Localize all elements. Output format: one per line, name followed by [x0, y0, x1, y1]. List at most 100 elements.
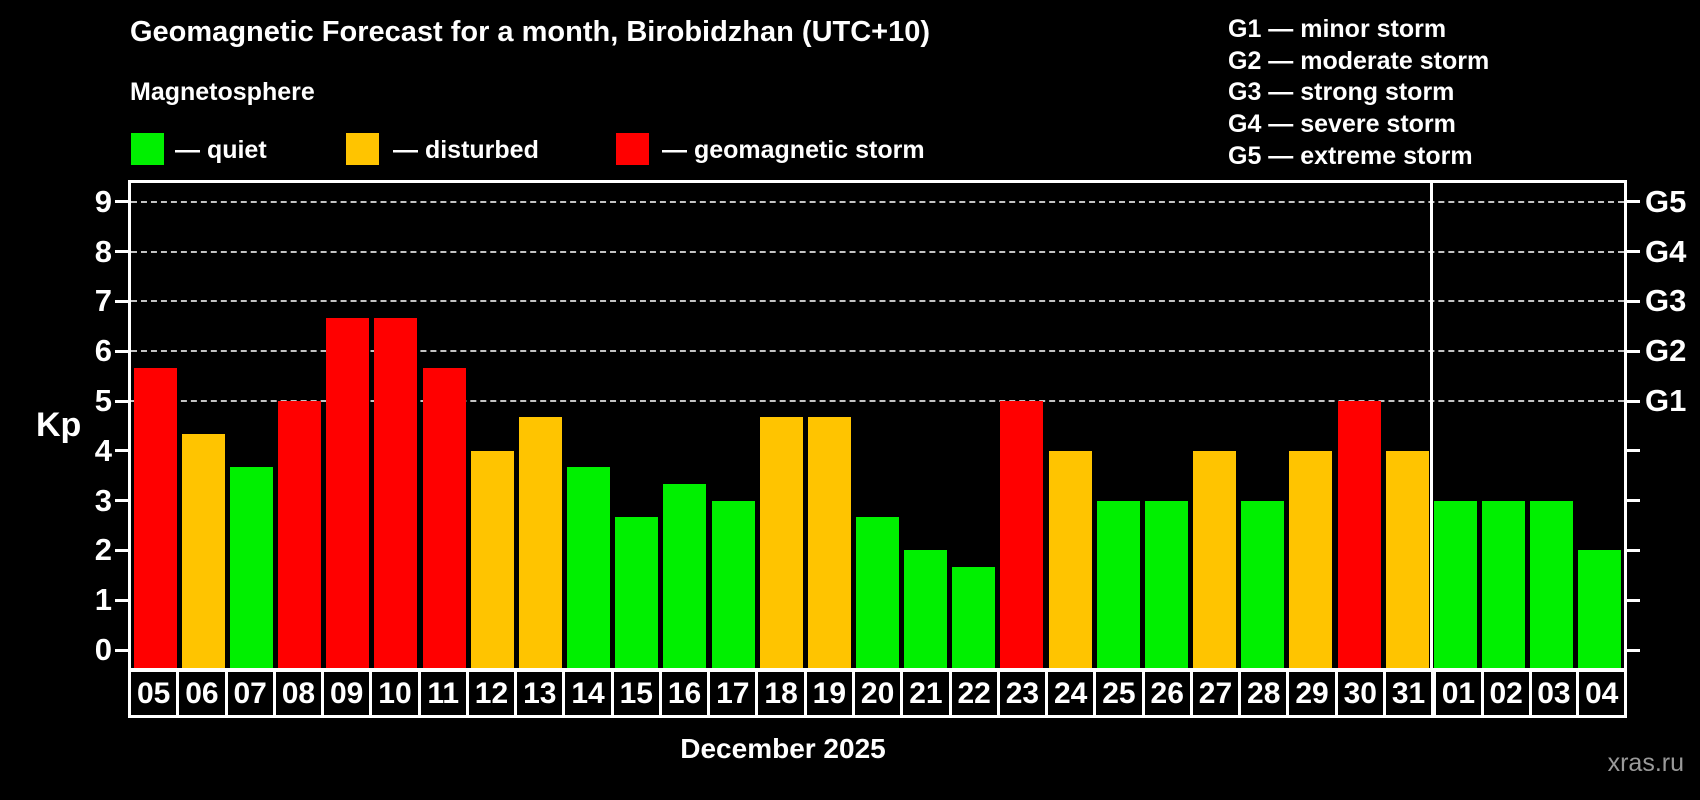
kp-bar — [952, 567, 995, 668]
y-tick-label: 7 — [94, 283, 112, 319]
kp-bar — [519, 417, 562, 668]
day-label-cell: 29 — [1286, 672, 1334, 715]
kp-bar — [1241, 501, 1284, 668]
page-title: Geomagnetic Forecast for a month, Birobi… — [130, 16, 931, 48]
quiet-legend-swatch — [131, 133, 164, 165]
y-tick-label: 6 — [94, 333, 112, 369]
y-tick — [115, 449, 128, 453]
y-tick — [115, 648, 128, 652]
kp-bar — [182, 434, 225, 668]
g4-legend-line: G4 — severe storm — [1228, 110, 1456, 139]
day-label-cell: 30 — [1334, 672, 1383, 715]
right-tick — [1627, 499, 1640, 503]
kp-bar — [808, 417, 851, 668]
day-label-cell: 27 — [1189, 672, 1238, 715]
kp-bar — [374, 318, 417, 668]
day-label-cell: 25 — [1093, 672, 1141, 715]
right-tick — [1627, 349, 1640, 353]
kp-bar — [856, 517, 899, 668]
y-tick — [115, 598, 128, 602]
kp-bar — [760, 417, 803, 668]
gridline — [131, 200, 1624, 203]
storm-legend-swatch — [616, 133, 649, 165]
day-label-cell: 11 — [417, 672, 466, 715]
day-label-cell: 16 — [658, 672, 707, 715]
right-tick — [1627, 648, 1640, 652]
kp-bar — [1289, 451, 1332, 668]
gridline — [131, 250, 1624, 253]
kp-bar — [904, 550, 947, 668]
day-label-cell: 24 — [1045, 672, 1093, 715]
day-label-cell: 08 — [272, 672, 321, 715]
day-label-cell: 18 — [755, 672, 803, 715]
g-scale-legend: G1 — minor storm G2 — moderate storm G3 … — [1228, 14, 1489, 173]
kp-bar — [1386, 451, 1429, 668]
quiet-legend-label: — quiet — [175, 136, 267, 164]
day-label-cell: 26 — [1141, 672, 1190, 715]
kp-bar — [134, 368, 177, 668]
day-label-cell: 04 — [1576, 672, 1624, 715]
day-label-cell: 31 — [1382, 672, 1431, 715]
kp-bar — [1530, 501, 1573, 668]
g-level-label: G3 — [1645, 283, 1687, 319]
g1-legend-line: G1 — minor storm — [1228, 15, 1447, 43]
right-tick — [1627, 299, 1640, 303]
kp-bar — [1097, 501, 1140, 668]
y-tick — [115, 349, 128, 353]
day-label-cell: 07 — [224, 672, 273, 715]
right-tick — [1627, 548, 1640, 552]
plot-inner: 0 1 2 3 4 5 6 7 8 9 G1 G2 G3 G4 G5 — [95, 183, 1686, 668]
g-level-label: G1 — [1645, 383, 1687, 418]
right-tick — [1627, 449, 1640, 453]
kp-bar — [615, 517, 658, 668]
g-level-label: G4 — [1645, 233, 1687, 269]
y-tick-label: 0 — [94, 632, 112, 667]
kp-bar — [471, 451, 514, 668]
y-tick-label: 1 — [94, 582, 112, 618]
kp-bar — [1338, 401, 1381, 668]
disturbed-legend-swatch — [346, 133, 379, 165]
kp-bar — [1049, 451, 1092, 668]
storm-legend-label: — geomagnetic storm — [662, 136, 925, 164]
kp-bar — [1434, 501, 1477, 668]
y-tick-label: 2 — [94, 532, 112, 568]
kp-bar — [423, 368, 466, 668]
gridline — [131, 400, 1624, 402]
plot-area: 0 1 2 3 4 5 6 7 8 9 G1 G2 G3 G4 G5 — [95, 180, 1686, 671]
gridline — [131, 300, 1624, 303]
y-tick — [115, 399, 128, 403]
kp-bar — [278, 401, 321, 668]
kp-bar — [1482, 501, 1525, 668]
y-axis-title: Kp — [36, 406, 82, 444]
y-tick — [115, 499, 128, 503]
right-tick — [1627, 399, 1640, 403]
kp-bar — [230, 467, 273, 668]
month-label: December 2025 — [680, 733, 886, 764]
g3-legend-line: G3 — strong storm — [1228, 78, 1455, 107]
disturbed-legend-label: — disturbed — [393, 136, 539, 164]
day-label-cell: 15 — [610, 672, 659, 715]
g5-legend-line: G5 — extreme storm — [1228, 141, 1473, 170]
kp-bar — [1000, 401, 1043, 668]
watermark: xras.ru — [1607, 749, 1684, 777]
day-label-cell: 28 — [1238, 672, 1286, 715]
december-day-labels-row: 05 06 07 08 09 10 11 12 13 14 15 16 17 18 19 20 21 22 23 24… — [128, 669, 1434, 718]
kp-bar — [326, 318, 369, 668]
right-tick — [1627, 598, 1640, 602]
kp-bar — [567, 467, 610, 668]
day-label-cell: 13 — [514, 672, 562, 715]
kp-bar — [663, 484, 706, 668]
y-tick — [115, 250, 128, 254]
y-tick — [115, 548, 128, 552]
day-label-cell: 03 — [1528, 672, 1577, 715]
y-tick — [115, 200, 128, 204]
right-tick — [1627, 200, 1640, 204]
day-label-cell: 20 — [851, 672, 900, 715]
day-label-cell: 21 — [900, 672, 948, 715]
g-level-label: G2 — [1645, 333, 1687, 369]
y-tick-label: 9 — [94, 183, 112, 219]
y-tick-label: 4 — [94, 432, 112, 468]
kp-bar — [1193, 451, 1236, 668]
day-label-cell: 06 — [176, 672, 224, 715]
